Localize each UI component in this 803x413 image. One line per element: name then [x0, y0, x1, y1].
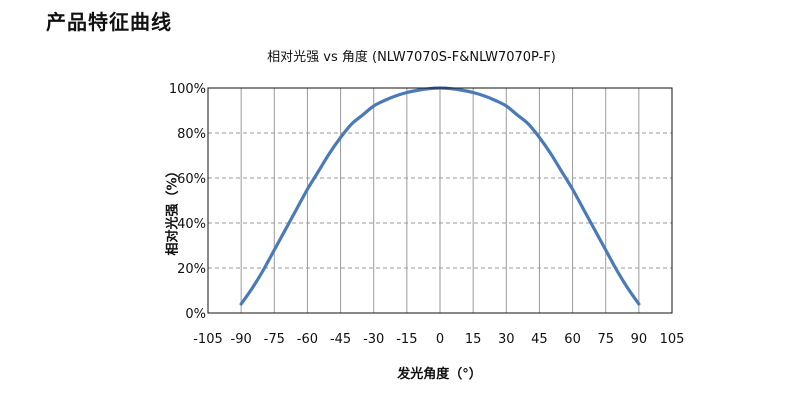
x-tick-label: 75 — [597, 332, 614, 347]
grid — [208, 88, 672, 313]
y-tick-label: 20% — [177, 262, 206, 277]
x-tick-label: 0 — [436, 332, 444, 347]
y-tick-label: 40% — [177, 217, 206, 232]
plot-frame — [207, 87, 673, 314]
x-tick-label: -75 — [264, 332, 285, 347]
x-tick-label: 15 — [465, 332, 482, 347]
y-tick-label: 0% — [185, 307, 206, 322]
x-tick-label: 105 — [660, 332, 685, 347]
x-axis-label: 发光角度（°） — [397, 367, 482, 382]
x-tick-label: 90 — [631, 332, 648, 347]
x-tick-label: -30 — [363, 332, 384, 347]
x-tick-label: 45 — [531, 332, 548, 347]
x-tick-label: -60 — [297, 332, 318, 347]
y-tick-label: 60% — [177, 172, 206, 187]
x-tick-label: -45 — [330, 332, 351, 347]
x-tick-label: -105 — [193, 332, 223, 347]
y-tick-label: 80% — [177, 127, 206, 142]
page-title: 产品特征曲线 — [46, 10, 172, 34]
x-tick-label: -90 — [231, 332, 252, 347]
y-tick-label: 100% — [169, 82, 206, 97]
x-tick-label: 30 — [498, 332, 515, 347]
x-tick-label: 60 — [564, 332, 581, 347]
axis-ticks: -105 -90 -75 -60 -45 -30 -15 0 15 30 45 60 75 90 105 0%… — [169, 82, 685, 347]
x-tick-label: -15 — [396, 332, 417, 347]
chart-title: 相对光强 vs 角度 (NLW7070S-F&NLW7070P-F) — [267, 50, 556, 65]
